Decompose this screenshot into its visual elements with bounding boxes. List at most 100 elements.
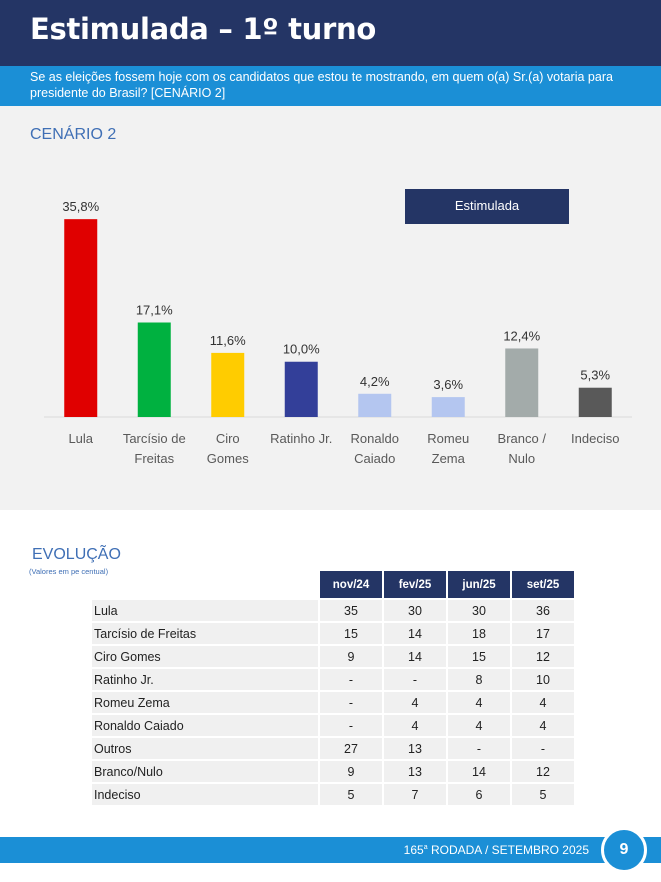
round-number: 165 bbox=[403, 843, 424, 857]
table-cell: - bbox=[320, 692, 382, 713]
row-label: Outros bbox=[92, 738, 318, 759]
table-cell: 6 bbox=[448, 784, 510, 805]
table-row: Indeciso 5 7 6 5 bbox=[92, 784, 574, 805]
scenario-label: CENÁRIO 2 bbox=[30, 126, 117, 143]
table-cell: - bbox=[512, 738, 574, 759]
table-cell: - bbox=[448, 738, 510, 759]
row-label: Ronaldo Caiado bbox=[92, 715, 318, 736]
row-label: Romeu Zema bbox=[92, 692, 318, 713]
row-label: Lula bbox=[92, 600, 318, 621]
table-cell: 4 bbox=[512, 715, 574, 736]
table-cell: 30 bbox=[384, 600, 446, 621]
row-label: Branco/Nulo bbox=[92, 761, 318, 782]
footer-bar: 165a RODADA / SETEMBRO 2025 bbox=[0, 837, 661, 863]
table-cell: 9 bbox=[320, 761, 382, 782]
table-row: Branco/Nulo 9 13 14 12 bbox=[92, 761, 574, 782]
table-cell: 7 bbox=[384, 784, 446, 805]
table-cell: 35 bbox=[320, 600, 382, 621]
table-corner bbox=[92, 571, 318, 598]
data-label: 4,2% bbox=[360, 374, 390, 389]
evolution-title: EVOLUÇÃO bbox=[32, 546, 121, 563]
data-label: 5,3% bbox=[580, 368, 610, 383]
table-cell: 4 bbox=[448, 715, 510, 736]
category-label: Ronaldo Caiado bbox=[351, 431, 399, 466]
chart-legend: Estimulada bbox=[405, 189, 569, 224]
table-row: Ciro Gomes 9 14 15 12 bbox=[92, 646, 574, 667]
bar bbox=[211, 352, 245, 417]
page-title: Estimulada – 1º turno bbox=[30, 12, 376, 46]
bar-chart: 35,8% Lula 17,1% Tarcísio de Freitas 11,6% Cir… bbox=[44, 199, 632, 466]
table-row: Tarcísio de Freitas 15 14 18 17 bbox=[92, 623, 574, 644]
row-label: Tarcísio de Freitas bbox=[92, 623, 318, 644]
table-cell: 14 bbox=[384, 623, 446, 644]
table-cell: 12 bbox=[512, 646, 574, 667]
bar bbox=[505, 348, 539, 417]
table-row: Ronaldo Caiado -4 4 4 bbox=[92, 715, 574, 736]
row-label: Ciro Gomes bbox=[92, 646, 318, 667]
chart-panel bbox=[0, 106, 661, 510]
table-cell: - bbox=[384, 669, 446, 690]
bar bbox=[137, 322, 171, 417]
question-bar: Se as eleições fossem hoje com os candid… bbox=[0, 66, 661, 106]
question-text: Se as eleições fossem hoje com os candid… bbox=[30, 70, 613, 100]
column-header: nov/24 bbox=[320, 571, 382, 598]
bar bbox=[431, 397, 465, 417]
round-text: RODADA / SETEMBRO 2025 bbox=[427, 843, 589, 857]
column-header: jun/25 bbox=[448, 571, 510, 598]
table-cell: 4 bbox=[384, 715, 446, 736]
table-cell: 30 bbox=[448, 600, 510, 621]
table-cell: - bbox=[320, 669, 382, 690]
data-label: 35,8% bbox=[62, 199, 99, 214]
table-cell: - bbox=[320, 715, 382, 736]
row-label: Indeciso bbox=[92, 784, 318, 805]
table-cell: 14 bbox=[384, 646, 446, 667]
round-suffix: a bbox=[423, 844, 428, 851]
bar bbox=[64, 219, 98, 417]
table-cell: 4 bbox=[384, 692, 446, 713]
data-label: 11,6% bbox=[210, 333, 246, 348]
data-label: 12,4% bbox=[503, 328, 540, 343]
table-cell: 15 bbox=[320, 623, 382, 644]
data-label: 17,1% bbox=[136, 303, 173, 318]
page-number: 9 bbox=[601, 827, 647, 873]
table-cell: 15 bbox=[448, 646, 510, 667]
table-cell: 4 bbox=[512, 692, 574, 713]
table-cell: 36 bbox=[512, 600, 574, 621]
table-cell: 18 bbox=[448, 623, 510, 644]
table-cell: 9 bbox=[320, 646, 382, 667]
category-label: Tarcísio de Freitas bbox=[123, 431, 186, 466]
category-label: Romeu Zema bbox=[427, 431, 469, 466]
evolution-header-row: nov/24 fev/25 jun/25 set/25 bbox=[92, 571, 574, 598]
table-cell: 5 bbox=[512, 784, 574, 805]
table-cell: 12 bbox=[512, 761, 574, 782]
table-row: Lula 35 30 30 36 bbox=[92, 600, 574, 621]
table-cell: 14 bbox=[448, 761, 510, 782]
category-label: Indeciso bbox=[571, 431, 619, 446]
evolution-table: nov/24 fev/25 jun/25 set/25 Lula 35 30 30 36 Tar… bbox=[90, 569, 576, 807]
category-label: Ciro Gomes bbox=[207, 431, 249, 466]
table-cell: 10 bbox=[512, 669, 574, 690]
table-row: Romeu Zema -4 4 4 bbox=[92, 692, 574, 713]
footer-text: 165a RODADA / SETEMBRO 2025 bbox=[404, 843, 589, 857]
table-cell: 17 bbox=[512, 623, 574, 644]
column-header: fev/25 bbox=[384, 571, 446, 598]
bar bbox=[284, 361, 318, 417]
table-cell: 8 bbox=[448, 669, 510, 690]
table-cell: 13 bbox=[384, 738, 446, 759]
table-cell: 27 bbox=[320, 738, 382, 759]
header-bar: Estimulada – 1º turno bbox=[0, 0, 661, 66]
table-cell: 5 bbox=[320, 784, 382, 805]
evolution-subtitle: (Valores em pe centual) bbox=[29, 567, 109, 576]
table-row: Outros 27 13- - bbox=[92, 738, 574, 759]
data-label: 3,6% bbox=[433, 377, 463, 392]
column-header: set/25 bbox=[512, 571, 574, 598]
bar bbox=[358, 393, 392, 417]
row-label: Ratinho Jr. bbox=[92, 669, 318, 690]
table-row: Ratinho Jr. - -8 10 bbox=[92, 669, 574, 690]
category-label: Branco / Nulo bbox=[498, 431, 547, 466]
category-label: Lula bbox=[68, 431, 93, 446]
table-cell: 4 bbox=[448, 692, 510, 713]
category-label: Ratinho Jr. bbox=[270, 431, 332, 446]
bar bbox=[578, 387, 612, 417]
